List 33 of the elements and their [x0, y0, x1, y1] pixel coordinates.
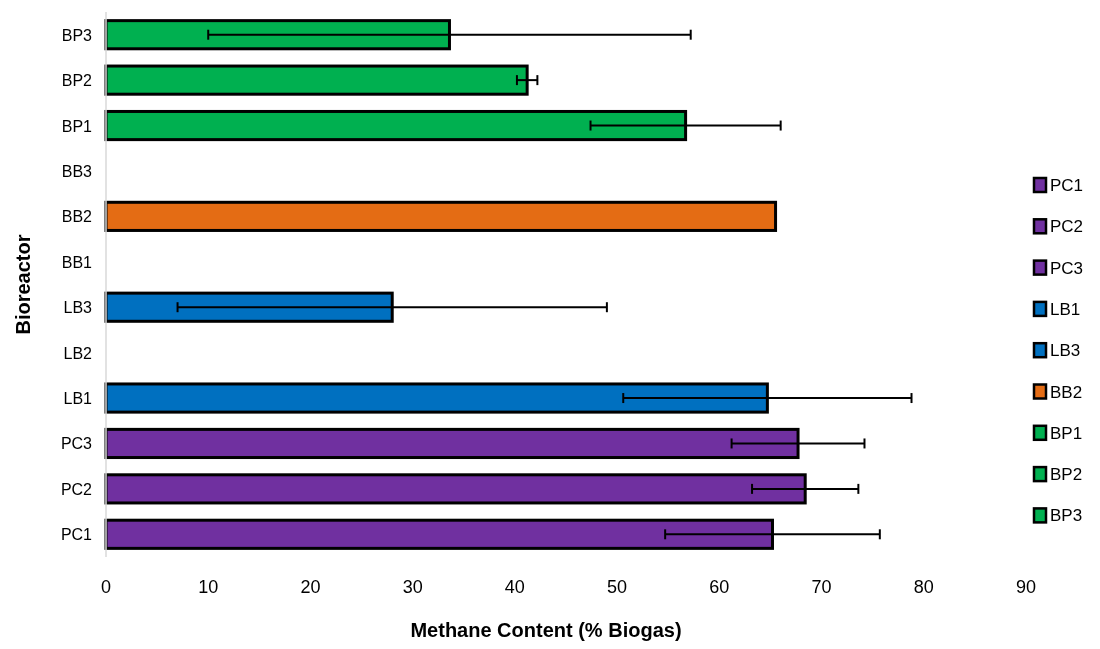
legend-label: PC2: [1050, 217, 1084, 237]
y-tick-label: PC1: [60, 526, 93, 544]
legend-label: BB2: [1050, 382, 1083, 402]
x-tick-label: 60: [709, 577, 730, 597]
y-tick-label: BB1: [61, 253, 93, 271]
legend-label: BP1: [1050, 423, 1083, 443]
y-tick-label: PC3: [60, 435, 93, 453]
legend-label: PC3: [1050, 258, 1084, 278]
x-tick-label: 20: [300, 577, 321, 597]
legend-label: LB1: [1050, 299, 1081, 319]
y-tick-label: PC2: [60, 480, 93, 498]
x-tick-label: 80: [913, 577, 934, 597]
y-tick-label: BP2: [61, 72, 93, 90]
legend-label: BP3: [1050, 506, 1083, 526]
x-tick-label: 0: [100, 577, 112, 597]
y-tick-label: LB3: [63, 299, 93, 317]
y-tick-label: BP3: [61, 26, 93, 44]
y-tick-label: BB3: [61, 162, 93, 180]
legend-label: PC1: [1050, 176, 1084, 195]
x-tick-label: 40: [504, 577, 525, 597]
y-axis-title: Bioreactor: [12, 234, 34, 335]
y-tick-label: BP1: [61, 117, 93, 135]
x-tick-label: 90: [1015, 577, 1037, 597]
x-axis-title: Methane Content (% Biogas): [410, 619, 682, 641]
y-tick-label: LB2: [63, 344, 93, 362]
x-tick-label: 70: [811, 577, 832, 597]
legend-label: BP2: [1050, 465, 1083, 485]
x-tick-label: 50: [607, 577, 628, 597]
y-tick-label: LB1: [63, 390, 93, 408]
y-tick-label: BB2: [61, 208, 93, 226]
legend-label: LB3: [1050, 341, 1081, 361]
x-tick-label: 10: [198, 577, 219, 597]
x-tick-label: 30: [402, 577, 423, 597]
